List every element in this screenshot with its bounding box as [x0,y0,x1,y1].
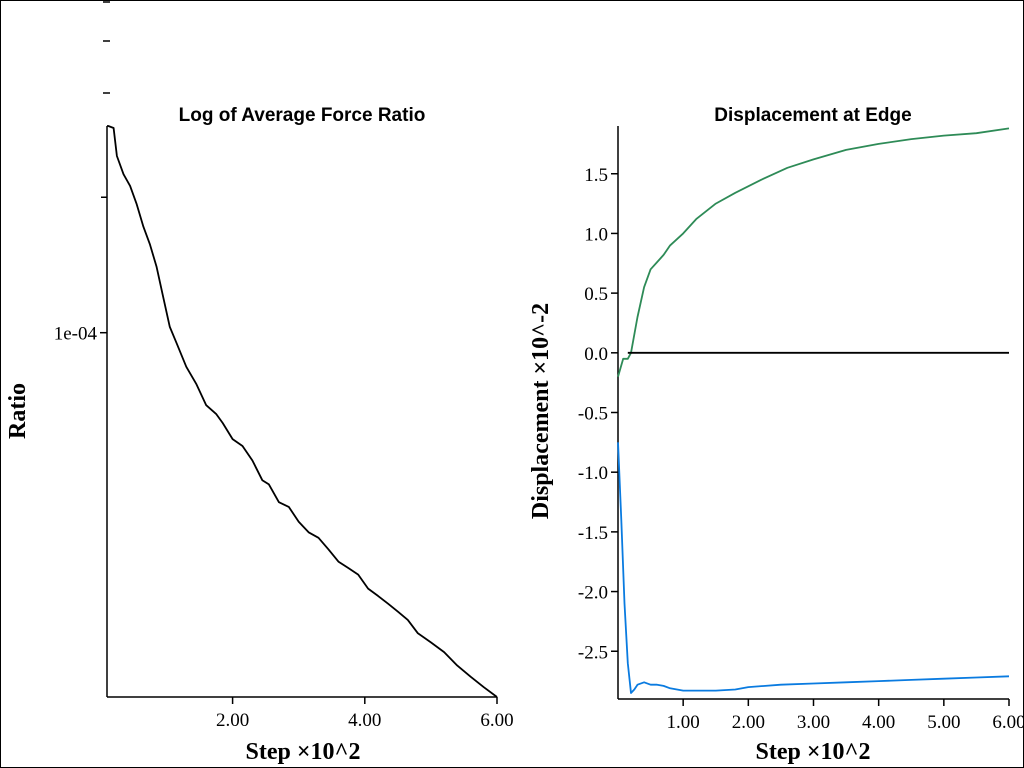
x-axis-label: Step ×10^2 [246,739,361,765]
y-tick-label: -2.0 [578,583,608,604]
x-tick-label: 4.00 [348,710,381,731]
chart-title: Displacement at Edge [714,105,911,126]
y-tick-label: -2.5 [578,642,608,663]
y-tick-label: 1.5 [584,165,608,186]
x-tick-label: 5.00 [927,712,960,733]
x-axis-label: Step ×10^2 [756,739,871,765]
y-tick-label: 0.5 [584,284,608,305]
displacement-chart: Displacement at Edge Step ×10^2 Displace… [528,105,1024,765]
x-tick-label: 1.00 [667,712,700,733]
y-axis-label: Ratio [5,383,31,439]
force-ratio-chart: Log of Average Force Ratio Step ×10^2 Ra… [5,105,514,765]
y-tick-label: 1.0 [584,224,608,245]
x-tick-label: 6.00 [480,710,513,731]
x-tick-label: 6.00 [992,712,1024,733]
series-line-2 [617,442,1010,694]
y-tick-label: -0.5 [578,404,608,425]
y-tick-label: -1.5 [578,523,608,544]
y-tick-label: 0.0 [584,344,608,365]
y-tick-label: -1.0 [578,463,608,484]
x-tick-label: 2.00 [732,712,765,733]
y-axis-label: Displacement ×10^-2 [528,303,554,519]
series-line-1 [107,125,498,698]
y-tick-label: 1e-04 [54,324,98,345]
x-tick-label: 4.00 [862,712,895,733]
chart-title: Log of Average Force Ratio [179,105,426,126]
x-tick-label: 2.00 [216,710,249,731]
series-line-1 [617,127,1010,377]
x-tick-label: 3.00 [797,712,830,733]
